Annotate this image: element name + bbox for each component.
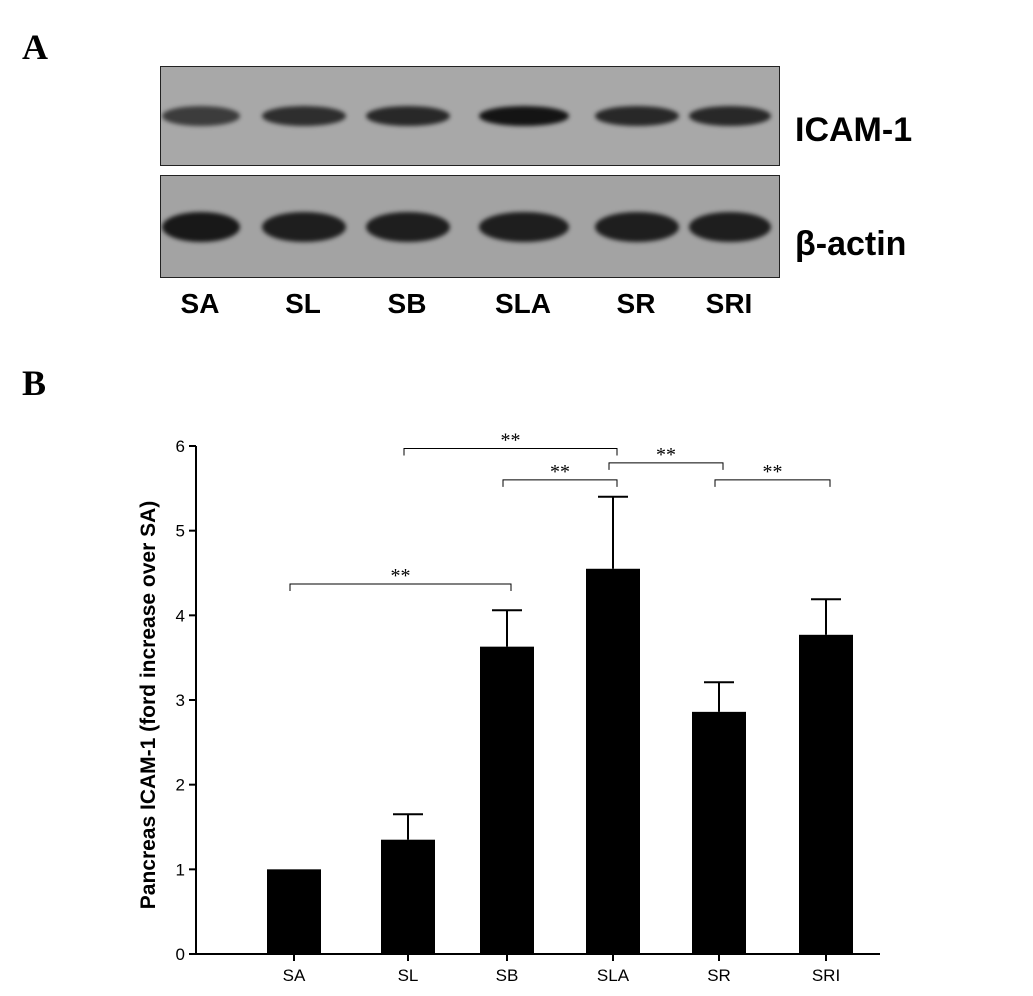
significance-label: ** [656,444,676,466]
blot-band [262,106,346,126]
y-tick-label: 5 [176,522,185,541]
blot-band [479,106,569,126]
significance-bracket [289,583,512,592]
y-axis-title: Pancreas ICAM-1 (ford increase over SA) [137,501,160,909]
y-tick-label: 4 [176,606,185,625]
blot-band [262,211,346,242]
significance-bracket [608,462,724,470]
blot-band [366,211,450,242]
blot-label-beta-actin: β-actin [795,225,907,263]
blot-band [479,211,569,242]
lane-label: SRI [705,288,753,319]
blot-band [162,211,240,242]
x-tick-label: SR [707,966,731,985]
significance-label: ** [391,565,411,587]
y-tick-label: 2 [176,776,185,795]
panel-a-label: A [22,27,48,67]
y-tick-label: 6 [176,437,185,456]
western-blot: ICAM-1 β-actin SA SL SB SLA SR SRI [0,0,1033,340]
lane-label: SLA [495,288,551,319]
y-tick-label: 3 [176,691,185,710]
blot-band [366,106,450,126]
bar [480,646,534,954]
blot-label-icam1: ICAM-1 [795,111,913,149]
bar [692,711,746,954]
panel-b-label: B [22,363,47,403]
blot-strip-beta-actin [160,175,780,278]
lane-label: SL [285,288,321,319]
x-tick-label: SA [283,966,306,985]
y-tick-label: 1 [176,860,185,879]
blot-band [595,211,679,242]
bar [381,839,435,954]
significance-bracket [714,479,831,487]
blot-band [595,106,679,126]
y-tick-label: 0 [176,945,185,964]
significance-bracket [403,448,618,456]
bar [586,568,640,954]
blot-band [689,211,771,242]
significance-label: ** [550,461,570,483]
x-tick-label: SRI [812,966,840,985]
lane-label: SA [180,288,220,319]
blot-band [689,106,771,126]
blot-strip-icam1 [160,66,780,166]
lane-label: SB [387,288,427,319]
significance-bracket [502,479,618,487]
x-tick-label: SB [496,966,519,985]
x-tick-label: SL [398,966,419,985]
blot-band [162,106,240,126]
lane-label: SR [616,288,656,319]
bar [267,869,321,954]
bar [799,634,853,954]
significance-label: ** [763,461,783,483]
x-tick-label: SLA [597,966,630,985]
significance-label: ** [501,430,521,452]
